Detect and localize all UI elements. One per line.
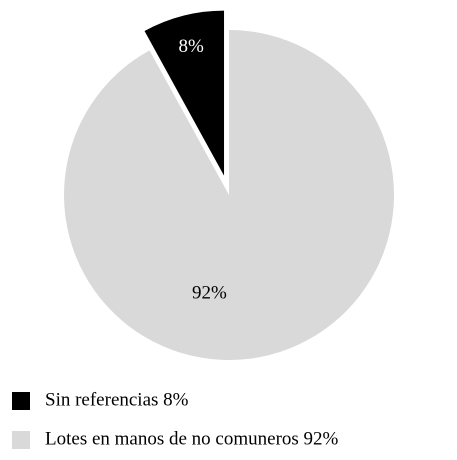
pie-slice (144, 10, 225, 176)
legend-label: Lotes en manos de no comuneros 92% (45, 428, 339, 449)
legend-label: Sin referencias 8% (45, 389, 189, 410)
pie-slice (63, 30, 394, 361)
legend-swatch (12, 392, 30, 410)
legend-swatch (12, 431, 30, 449)
data-label: 8% (179, 36, 205, 57)
data-label: 92% (192, 282, 227, 303)
